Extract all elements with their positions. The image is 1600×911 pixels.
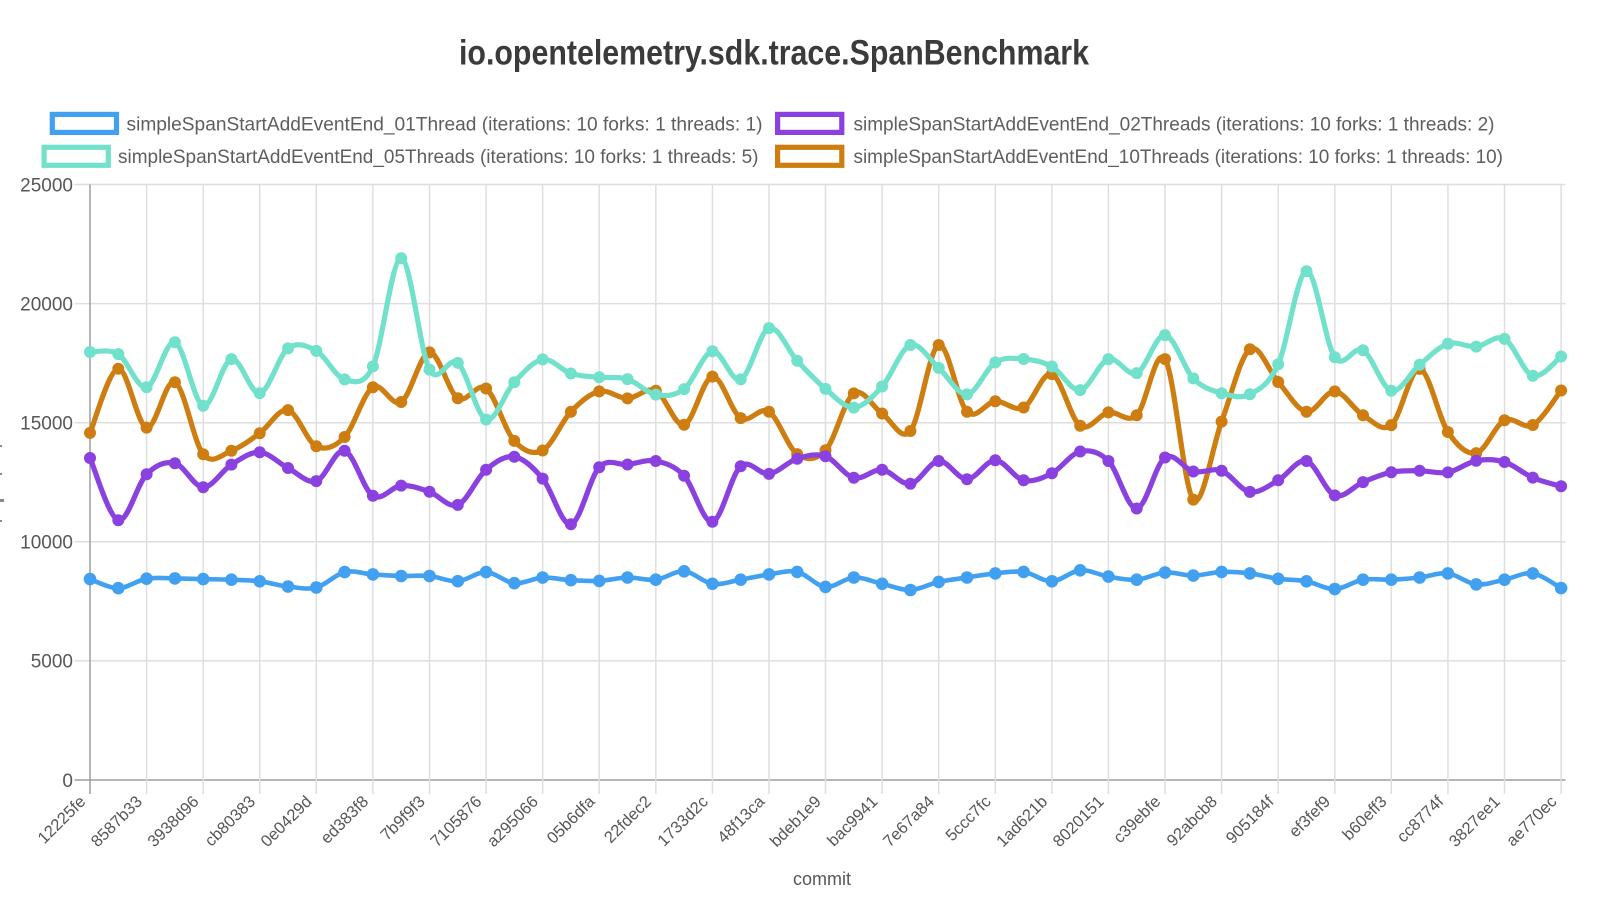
svg-text:20000: 20000 [20, 294, 73, 315]
svg-text:io.opentelemetry.sdk.trace.Spa: io.opentelemetry.sdk.trace.SpanBenchmark [459, 34, 1089, 73]
svg-text:25000: 25000 [20, 175, 73, 196]
svg-text:simpleSpanStartAddEventEnd_05T: simpleSpanStartAddEventEnd_05Threads (it… [118, 146, 759, 168]
svg-text:5000: 5000 [31, 652, 73, 673]
svg-text:10000: 10000 [20, 533, 73, 554]
svg-text:simpleSpanStartAddEventEnd_01T: simpleSpanStartAddEventEnd_01Thread (ite… [127, 114, 763, 136]
svg-text:0: 0 [62, 771, 73, 792]
svg-text:15000: 15000 [20, 414, 73, 435]
svg-text:commit: commit [793, 869, 851, 889]
svg-text:simpleSpanStartAddEventEnd_02T: simpleSpanStartAddEventEnd_02Threads (it… [854, 114, 1495, 136]
svg-text:simpleSpanStartAddEventEnd_10T: simpleSpanStartAddEventEnd_10Threads (it… [854, 146, 1504, 168]
